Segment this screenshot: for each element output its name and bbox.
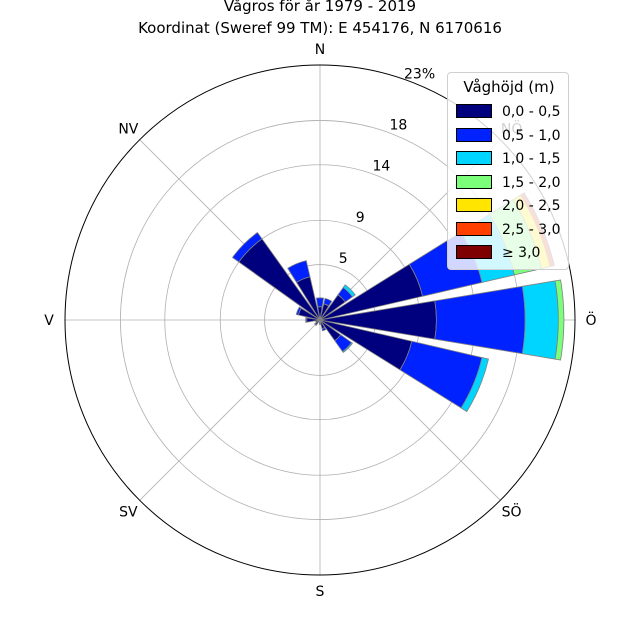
legend-label: 2,5 - 3,0 [502, 221, 561, 238]
rose-bar-segment [305, 317, 308, 323]
legend-swatch [456, 221, 492, 236]
rose-bar-segment [318, 322, 322, 325]
rose-bar-segment [321, 326, 327, 332]
rose-bar-segment [460, 357, 489, 413]
legend-swatch [456, 245, 492, 259]
rose-bar-segment [434, 285, 526, 355]
rose-bar-segment [295, 306, 302, 316]
radial-tick-label: 9 [356, 210, 365, 226]
rose-bar-segment [342, 284, 356, 298]
legend-swatch [456, 174, 492, 189]
rose-bar-segment [323, 297, 333, 307]
direction-label: Ö [585, 311, 596, 329]
radial-tick-label: 14 [372, 159, 390, 175]
direction-label: SV [119, 505, 138, 521]
legend-title: Våghöjd (m) [463, 78, 555, 96]
grid-spoke [139, 319, 321, 501]
radial-tick-label: 18 [389, 118, 407, 134]
legend-entry: 0,5 - 1,0 [456, 127, 560, 145]
legend-label: ≥ 3,0 [502, 245, 541, 261]
legend-entry: 1,5 - 2,0 [456, 174, 560, 192]
legend-entry: 0,0 - 0,5 [456, 103, 560, 121]
legend-entry: 2,0 - 2,5 [456, 197, 560, 215]
radial-tick-label: 23% [404, 66, 435, 82]
legend-swatch [456, 151, 492, 165]
grid-spoke [319, 319, 501, 501]
legend-label: 0,5 - 1,0 [502, 127, 561, 144]
legend-entry: ≥ 3,0 [456, 244, 540, 262]
rose-bar-segment [342, 342, 354, 354]
legend-label: 2,0 - 2,5 [502, 198, 561, 214]
legend-swatch [456, 127, 492, 142]
rose-bar-segment [554, 279, 565, 361]
direction-label: NV [118, 121, 138, 137]
chart-title: Vågros för år 1979 - 2019 [223, 0, 417, 15]
chart-subtitle: Koordinat (Sweref 99 TM): E 454176, N 61… [138, 19, 502, 37]
legend-swatch [456, 198, 492, 212]
rose-bar-segment [315, 297, 325, 308]
radial-tick-label: 5 [339, 251, 348, 267]
legend-label: 1,0 - 1,5 [502, 151, 561, 167]
legend-label: 0,0 - 0,5 [502, 104, 561, 120]
direction-label: N [315, 42, 325, 58]
direction-label: S [316, 584, 325, 600]
rose-bar-segment [314, 322, 318, 326]
direction-label: V [44, 313, 54, 329]
legend-entry: 2,5 - 3,0 [456, 221, 560, 239]
rose-bar-segment [521, 280, 559, 360]
rose-bar-segment [231, 231, 263, 263]
legend: Våghöjd (m) 0,0 - 0,5 0,5 - 1,0 1,0 - 1,5 1… [447, 72, 569, 270]
legend-swatch [456, 104, 492, 118]
plot-frame [64, 64, 576, 576]
direction-label: SÖ [502, 503, 522, 521]
legend-entry: 1,0 - 1,5 [456, 150, 560, 168]
legend-label: 1,5 - 2,0 [502, 174, 561, 191]
rose-bar-segment [287, 260, 311, 283]
